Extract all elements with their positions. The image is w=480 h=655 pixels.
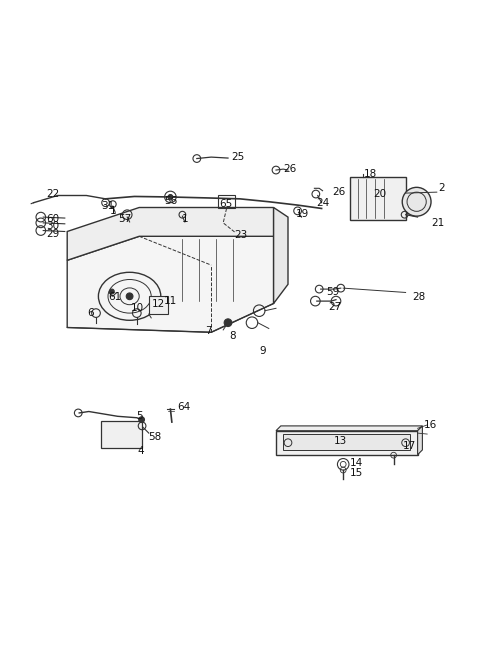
Text: 61: 61	[108, 292, 121, 302]
Bar	[218, 195, 235, 208]
Polygon shape	[274, 208, 288, 303]
Text: 13: 13	[334, 436, 347, 446]
Text: 7: 7	[205, 326, 212, 336]
Circle shape	[126, 293, 133, 299]
Text: 16: 16	[424, 421, 437, 430]
Text: 27: 27	[328, 303, 341, 312]
Text: 28: 28	[412, 291, 425, 302]
Polygon shape	[418, 426, 422, 455]
Text: 58: 58	[148, 432, 161, 442]
Text: 21: 21	[431, 218, 444, 229]
Polygon shape	[67, 208, 274, 260]
Text: 15: 15	[349, 468, 363, 478]
Text: 23: 23	[234, 230, 248, 240]
Polygon shape	[276, 431, 418, 455]
Circle shape	[168, 195, 173, 199]
Polygon shape	[67, 236, 274, 332]
Text: 24: 24	[316, 198, 329, 208]
Polygon shape	[283, 434, 410, 450]
Text: 60: 60	[46, 214, 59, 223]
Text: 29: 29	[46, 229, 60, 239]
Circle shape	[139, 417, 144, 422]
Bar	[350, 178, 406, 219]
Text: 26: 26	[333, 187, 346, 196]
Text: 14: 14	[349, 458, 363, 468]
Text: 56: 56	[165, 196, 178, 206]
Text: 31: 31	[101, 200, 114, 210]
Text: 6: 6	[87, 308, 94, 318]
Text: 5: 5	[136, 411, 143, 421]
Text: 2: 2	[438, 183, 444, 193]
Text: 19: 19	[296, 209, 309, 219]
Text: 65: 65	[219, 198, 232, 209]
Text: 64: 64	[177, 402, 191, 412]
Text: 30: 30	[46, 221, 59, 231]
Bar	[149, 296, 168, 314]
Text: 9: 9	[260, 346, 266, 356]
Text: 11: 11	[164, 296, 178, 306]
Text: 18: 18	[364, 169, 377, 179]
Text: 26: 26	[284, 164, 297, 174]
Circle shape	[109, 289, 114, 294]
Text: 10: 10	[131, 303, 144, 313]
Text: 1: 1	[109, 206, 116, 216]
Text: 12: 12	[152, 299, 165, 309]
Text: 1: 1	[181, 214, 188, 225]
Bar	[101, 421, 142, 449]
Circle shape	[224, 319, 232, 327]
Text: 57: 57	[119, 214, 132, 225]
Polygon shape	[276, 426, 422, 431]
Text: 59: 59	[326, 287, 340, 297]
Text: 8: 8	[229, 331, 236, 341]
Text: 20: 20	[373, 189, 386, 199]
Circle shape	[402, 187, 431, 216]
Text: 22: 22	[46, 189, 60, 199]
Text: 25: 25	[231, 151, 245, 162]
Text: 4: 4	[138, 446, 144, 457]
Text: 17: 17	[403, 441, 417, 451]
